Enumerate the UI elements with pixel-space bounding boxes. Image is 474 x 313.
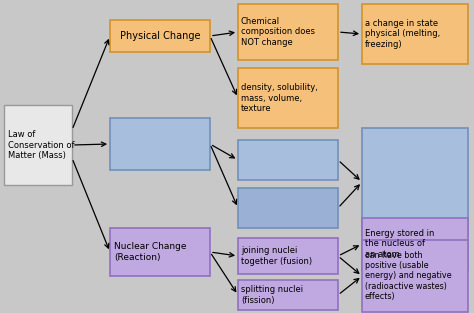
FancyBboxPatch shape xyxy=(362,128,468,236)
FancyBboxPatch shape xyxy=(4,105,72,185)
FancyBboxPatch shape xyxy=(362,218,468,270)
FancyBboxPatch shape xyxy=(238,238,338,274)
FancyBboxPatch shape xyxy=(238,4,338,60)
FancyBboxPatch shape xyxy=(362,4,468,64)
FancyBboxPatch shape xyxy=(238,140,338,180)
FancyBboxPatch shape xyxy=(362,240,468,312)
FancyBboxPatch shape xyxy=(110,118,210,170)
Text: can have both
positive (usable
energy) and negative
(radioactive wastes)
effects: can have both positive (usable energy) a… xyxy=(365,251,452,301)
FancyBboxPatch shape xyxy=(110,228,210,276)
Text: joining nuclei
together (fusion): joining nuclei together (fusion) xyxy=(241,246,312,266)
Text: density, solubility,
mass, volume,
texture: density, solubility, mass, volume, textu… xyxy=(241,83,318,113)
Text: Nuclear Change
(Reaction): Nuclear Change (Reaction) xyxy=(114,242,186,262)
Text: Physical Change: Physical Change xyxy=(120,31,200,41)
Text: Law of
Conservation of
Matter (Mass): Law of Conservation of Matter (Mass) xyxy=(8,130,74,160)
Text: Energy stored in
the nucleus of
an atom: Energy stored in the nucleus of an atom xyxy=(365,229,434,259)
FancyBboxPatch shape xyxy=(110,20,210,52)
FancyBboxPatch shape xyxy=(238,188,338,228)
Text: Chemical
composition does
NOT change: Chemical composition does NOT change xyxy=(241,17,315,47)
Text: splitting nuclei
(fission): splitting nuclei (fission) xyxy=(241,285,303,305)
FancyBboxPatch shape xyxy=(238,280,338,310)
Text: a change in state
physical (melting,
freezing): a change in state physical (melting, fre… xyxy=(365,19,440,49)
FancyBboxPatch shape xyxy=(238,68,338,128)
